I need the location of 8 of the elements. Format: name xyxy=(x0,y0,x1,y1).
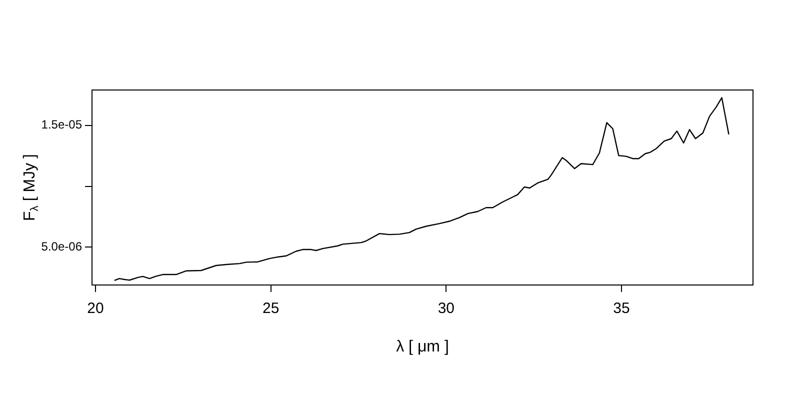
x-tick-label: 25 xyxy=(262,300,280,318)
x-tick-label: 30 xyxy=(438,300,455,318)
y-tick-label: 1.5e-05 xyxy=(41,118,82,132)
x-tick-label: 35 xyxy=(613,300,630,318)
y-axis-title: Fλ [ MJy ] xyxy=(21,154,41,221)
y-tick-label: 5.0e-06 xyxy=(41,240,82,254)
x-axis-title: λ [ μm ] xyxy=(396,338,449,356)
x-tick-label: 20 xyxy=(87,300,104,318)
